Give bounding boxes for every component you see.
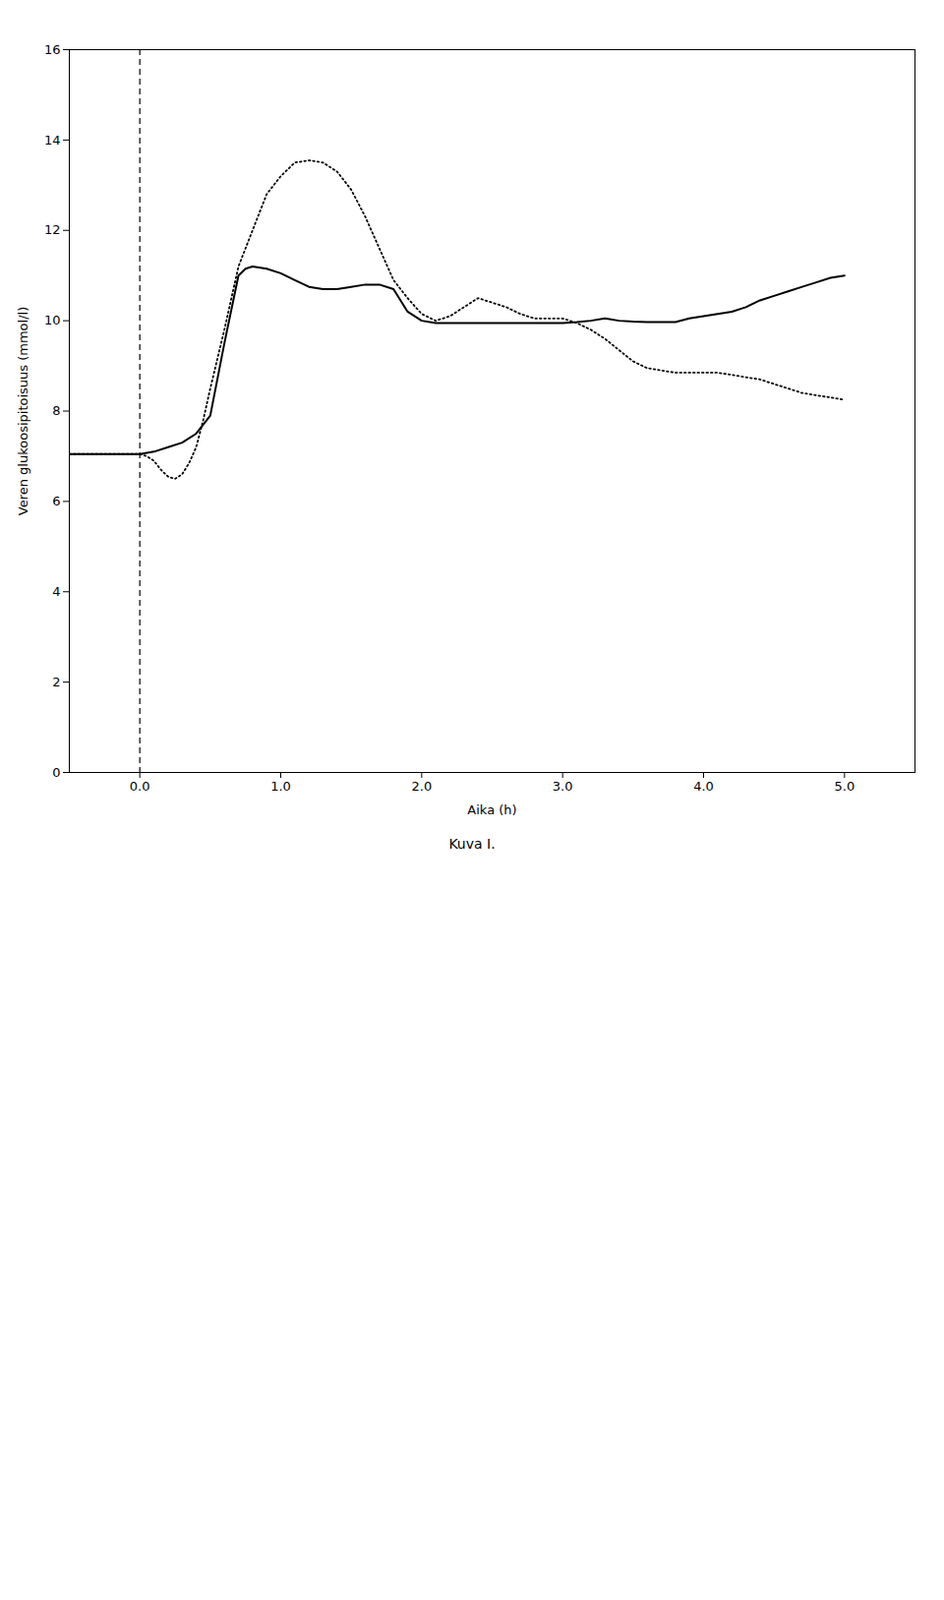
svg-text:1.0: 1.0 (270, 778, 292, 794)
svg-text:2: 2 (52, 674, 60, 690)
svg-text:3.0: 3.0 (552, 778, 574, 794)
svg-text:16: 16 (44, 42, 61, 58)
svg-text:6: 6 (52, 493, 60, 509)
svg-text:0: 0 (52, 765, 60, 780)
html-text:Kuva I.: Kuva I. (448, 835, 496, 852)
svg-text:4.0: 4.0 (693, 778, 714, 794)
svg-text:10: 10 (44, 312, 61, 328)
svg-text:0.0: 0.0 (129, 778, 151, 794)
svg-text:4: 4 (52, 584, 60, 599)
svg-text:14: 14 (44, 132, 61, 148)
svg-text:Aika (h): Aika (h) (467, 802, 517, 818)
svg-text:5.0: 5.0 (833, 778, 855, 794)
svg-text:Veren glukoosipitoisuus (mmol/: Veren glukoosipitoisuus (mmol/l) (15, 306, 31, 516)
svg-text:2.0: 2.0 (411, 778, 432, 794)
svg-text:12: 12 (44, 222, 61, 237)
svg-text:8: 8 (52, 403, 60, 418)
